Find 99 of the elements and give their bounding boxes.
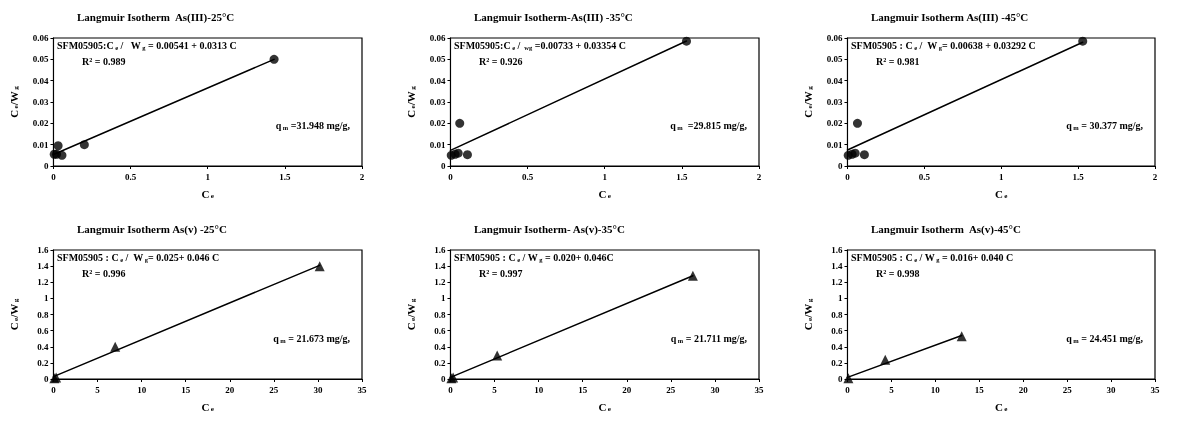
y-tick-label: 0.04 xyxy=(32,75,49,86)
y-tick-label: 0.8 xyxy=(37,309,49,320)
y-tick-label: 0.04 xyxy=(826,75,843,86)
y-tick-label: 0.2 xyxy=(434,357,446,368)
x-tick-label: 25 xyxy=(269,384,279,395)
x-tick-label: 35 xyxy=(357,384,367,395)
y-tick-label: 0.2 xyxy=(37,357,49,368)
y-tick-label: 0.03 xyxy=(32,97,49,107)
x-tick-label: 0 xyxy=(448,171,454,182)
y-tick-label: 0.8 xyxy=(831,309,843,320)
y-tick-label: 1.2 xyxy=(434,277,446,288)
y-tick-label: 0.4 xyxy=(37,341,49,352)
x-tick-label: 15 xyxy=(578,384,588,395)
annotation: R² = 0.997 xyxy=(479,267,523,279)
x-tick-label: 0.5 xyxy=(918,171,931,182)
y-tick-label: 0.02 xyxy=(429,118,446,129)
annotation: R² = 0.996 xyxy=(82,267,126,279)
y-tick-label: 0 xyxy=(440,161,446,171)
y-tick-label: 1.6 xyxy=(434,245,446,255)
y-tick-label: 0 xyxy=(43,374,49,384)
x-tick-label: 2 xyxy=(756,171,762,182)
y-tick-label: 0.06 xyxy=(429,33,446,43)
y-tick-label: 1.4 xyxy=(434,261,446,272)
x-tick-label: 2 xyxy=(359,171,365,182)
x-tick-label: 0 xyxy=(51,384,57,395)
y-tick-label: 1.2 xyxy=(37,277,49,288)
y-tick-label: 1 xyxy=(43,293,49,304)
chart-title: Langmuir Isotherm- As(v)-35°C xyxy=(474,222,625,236)
annotation: R² = 0.926 xyxy=(479,55,523,67)
chart-title: Langmuir Isotherm As(III)-25°C xyxy=(77,10,235,24)
x-tick-label: 15 xyxy=(181,384,191,395)
x-tick-label: 0 xyxy=(845,384,851,395)
x-tick-label: 0.5 xyxy=(124,171,137,182)
y-tick-label: 0.06 xyxy=(826,33,843,43)
x-tick-label: 20 xyxy=(622,384,632,395)
x-tick-label: 1.5 xyxy=(1072,171,1085,182)
y-tick-label: 0.03 xyxy=(826,97,843,107)
y-tick-label: 0 xyxy=(43,161,49,171)
x-tick-label: 1.5 xyxy=(676,171,688,182)
x-tick-label: 0 xyxy=(845,171,851,182)
x-tick-label: 1 xyxy=(602,171,608,182)
chart-title: Langmuir Isotherm-As(III) -35°C xyxy=(474,10,633,24)
x-tick-label: 2 xyxy=(1152,171,1158,182)
x-tick-label: 20 xyxy=(225,384,235,395)
x-tick-label: 30 xyxy=(710,384,720,395)
y-tick-label: 1.6 xyxy=(831,245,843,255)
x-tick-label: 5 xyxy=(95,384,101,395)
x-tick-label: 35 xyxy=(754,384,764,395)
x-tick-label: 10 xyxy=(930,384,941,395)
y-tick-label: 0.01 xyxy=(429,139,446,150)
y-tick-label: 1.4 xyxy=(37,261,49,272)
x-tick-label: 25 xyxy=(666,384,676,395)
x-tick-label: 15 xyxy=(974,384,985,395)
y-tick-label: 0.05 xyxy=(429,54,446,65)
y-tick-label: 0.05 xyxy=(826,54,843,65)
x-tick-label: 0.5 xyxy=(521,171,534,182)
x-tick-label: 35 xyxy=(1150,384,1160,395)
y-tick-label: 0.4 xyxy=(434,341,446,352)
y-tick-label: 1 xyxy=(837,293,843,304)
y-tick-label: 1 xyxy=(440,293,446,304)
annotation: R² = 0.998 xyxy=(876,267,920,279)
chart-title: Langmuir Isotherm As(III) -45°C xyxy=(871,10,1029,24)
y-tick-label: 0 xyxy=(440,374,446,384)
y-tick-label: 0.04 xyxy=(429,75,446,86)
annotation: R² = 0.989 xyxy=(82,55,126,67)
x-tick-label: 10 xyxy=(137,384,147,395)
y-tick-label: 0.06 xyxy=(32,33,49,43)
y-tick-label: 1.2 xyxy=(831,277,843,288)
y-tick-label: 0.01 xyxy=(826,139,843,150)
x-tick-label: 1 xyxy=(205,171,211,182)
y-tick-label: 0.2 xyxy=(831,357,843,368)
x-tick-label: 25 xyxy=(1062,384,1073,395)
y-tick-label: 0.01 xyxy=(32,139,49,150)
y-tick-label: 0.6 xyxy=(37,325,49,336)
y-tick-label: 0.4 xyxy=(831,341,843,352)
y-tick-label: 0 xyxy=(837,161,843,171)
x-tick-label: 30 xyxy=(1106,384,1117,395)
y-tick-label: 0.02 xyxy=(826,118,843,129)
x-tick-label: 20 xyxy=(1018,384,1029,395)
x-tick-label: 0 xyxy=(448,384,454,395)
x-tick-label: 1 xyxy=(998,171,1004,182)
y-tick-label: 0.6 xyxy=(434,325,446,336)
y-tick-label: 1.6 xyxy=(37,245,49,255)
x-tick-label: 1.5 xyxy=(279,171,291,182)
chart-title: Langmuir Isotherm As(v)-45°C xyxy=(871,222,1021,236)
y-tick-label: 0.03 xyxy=(429,97,446,107)
x-tick-label: 5 xyxy=(889,384,895,395)
x-tick-label: 10 xyxy=(534,384,544,395)
y-tick-label: 0.02 xyxy=(32,118,49,129)
y-tick-label: 1.4 xyxy=(831,261,843,272)
chart-title: Langmuir Isotherm As(v) -25°C xyxy=(77,222,227,236)
x-tick-label: 5 xyxy=(492,384,498,395)
x-tick-label: 30 xyxy=(313,384,323,395)
annotation: R² = 0.981 xyxy=(876,55,920,67)
y-tick-label: 0.05 xyxy=(32,54,49,65)
y-tick-label: 0 xyxy=(837,374,843,384)
y-tick-label: 0.8 xyxy=(434,309,446,320)
y-tick-label: 0.6 xyxy=(831,325,843,336)
x-tick-label: 0 xyxy=(51,171,57,182)
